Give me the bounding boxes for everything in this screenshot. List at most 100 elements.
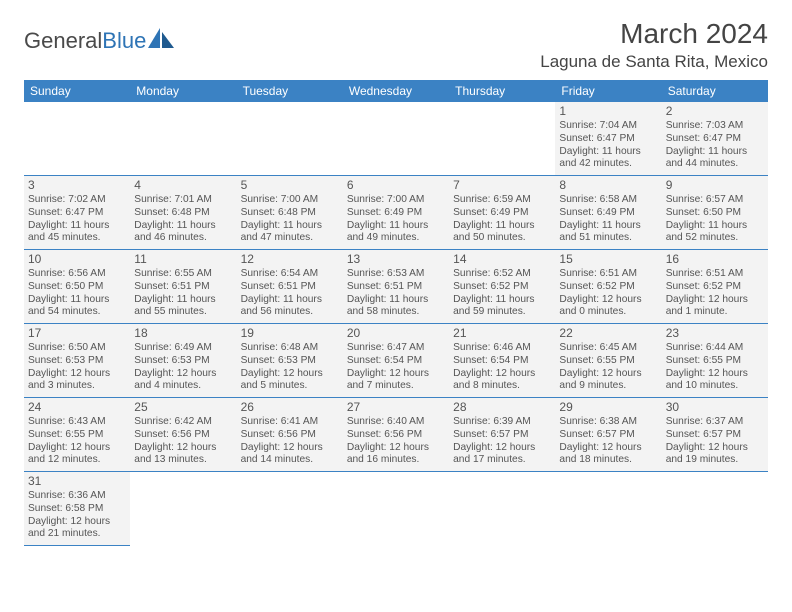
daylight-line: Daylight: 11 hours and 46 minutes. xyxy=(134,220,232,246)
title-block: March 2024 Laguna de Santa Rita, Mexico xyxy=(540,18,768,72)
blank-cell xyxy=(130,472,236,546)
sunrise-line: Sunrise: 6:36 AM xyxy=(28,490,126,503)
daylight-line: Daylight: 12 hours and 19 minutes. xyxy=(666,442,764,468)
day-cell: 9Sunrise: 6:57 AMSunset: 6:50 PMDaylight… xyxy=(662,176,768,250)
day-number: 31 xyxy=(28,474,126,489)
day-number: 18 xyxy=(134,326,232,341)
sunset-line: Sunset: 6:55 PM xyxy=(28,429,126,442)
day-cell: 13Sunrise: 6:53 AMSunset: 6:51 PMDayligh… xyxy=(343,250,449,324)
blank-cell xyxy=(343,472,449,546)
sunset-line: Sunset: 6:51 PM xyxy=(347,281,445,294)
weekday-header: Tuesday xyxy=(237,80,343,102)
blank-cell xyxy=(449,472,555,546)
blank-cell xyxy=(555,472,661,546)
daylight-line: Daylight: 11 hours and 45 minutes. xyxy=(28,220,126,246)
sunset-line: Sunset: 6:51 PM xyxy=(134,281,232,294)
day-cell: 21Sunrise: 6:46 AMSunset: 6:54 PMDayligh… xyxy=(449,324,555,398)
logo-text: GeneralBlue xyxy=(24,28,146,54)
sunrise-line: Sunrise: 7:03 AM xyxy=(666,120,764,133)
weekday-header: Monday xyxy=(130,80,236,102)
day-number: 29 xyxy=(559,400,657,415)
sunrise-line: Sunrise: 6:58 AM xyxy=(559,194,657,207)
day-cell: 17Sunrise: 6:50 AMSunset: 6:53 PMDayligh… xyxy=(24,324,130,398)
daylight-line: Daylight: 12 hours and 9 minutes. xyxy=(559,368,657,394)
day-number: 7 xyxy=(453,178,551,193)
day-number: 16 xyxy=(666,252,764,267)
day-cell: 7Sunrise: 6:59 AMSunset: 6:49 PMDaylight… xyxy=(449,176,555,250)
sunrise-line: Sunrise: 6:52 AM xyxy=(453,268,551,281)
sunset-line: Sunset: 6:57 PM xyxy=(453,429,551,442)
day-cell: 30Sunrise: 6:37 AMSunset: 6:57 PMDayligh… xyxy=(662,398,768,472)
day-number: 5 xyxy=(241,178,339,193)
sunrise-line: Sunrise: 6:54 AM xyxy=(241,268,339,281)
day-number: 12 xyxy=(241,252,339,267)
day-number: 11 xyxy=(134,252,232,267)
daylight-line: Daylight: 12 hours and 12 minutes. xyxy=(28,442,126,468)
logo-sail-icon xyxy=(148,28,174,48)
day-cell: 8Sunrise: 6:58 AMSunset: 6:49 PMDaylight… xyxy=(555,176,661,250)
daylight-line: Daylight: 11 hours and 44 minutes. xyxy=(666,146,764,172)
daylight-line: Daylight: 12 hours and 1 minute. xyxy=(666,294,764,320)
daylight-line: Daylight: 11 hours and 42 minutes. xyxy=(559,146,657,172)
day-cell: 28Sunrise: 6:39 AMSunset: 6:57 PMDayligh… xyxy=(449,398,555,472)
daylight-line: Daylight: 12 hours and 10 minutes. xyxy=(666,368,764,394)
sunrise-line: Sunrise: 7:00 AM xyxy=(347,194,445,207)
empty-cell xyxy=(130,102,236,176)
daylight-line: Daylight: 11 hours and 54 minutes. xyxy=(28,294,126,320)
daylight-line: Daylight: 12 hours and 4 minutes. xyxy=(134,368,232,394)
daylight-line: Daylight: 12 hours and 0 minutes. xyxy=(559,294,657,320)
sunset-line: Sunset: 6:53 PM xyxy=(28,355,126,368)
day-cell: 29Sunrise: 6:38 AMSunset: 6:57 PMDayligh… xyxy=(555,398,661,472)
day-number: 4 xyxy=(134,178,232,193)
sunset-line: Sunset: 6:50 PM xyxy=(666,207,764,220)
sunrise-line: Sunrise: 7:01 AM xyxy=(134,194,232,207)
sunset-line: Sunset: 6:56 PM xyxy=(134,429,232,442)
sunset-line: Sunset: 6:52 PM xyxy=(559,281,657,294)
sunset-line: Sunset: 6:58 PM xyxy=(28,503,126,516)
weekday-header: Wednesday xyxy=(343,80,449,102)
weekday-header: Thursday xyxy=(449,80,555,102)
sunrise-line: Sunrise: 6:59 AM xyxy=(453,194,551,207)
month-title: March 2024 xyxy=(540,18,768,50)
sunrise-line: Sunrise: 6:55 AM xyxy=(134,268,232,281)
weekday-header: Sunday xyxy=(24,80,130,102)
sunset-line: Sunset: 6:47 PM xyxy=(666,133,764,146)
day-cell: 31Sunrise: 6:36 AMSunset: 6:58 PMDayligh… xyxy=(24,472,130,546)
sunrise-line: Sunrise: 6:44 AM xyxy=(666,342,764,355)
day-cell: 5Sunrise: 7:00 AMSunset: 6:48 PMDaylight… xyxy=(237,176,343,250)
sunset-line: Sunset: 6:56 PM xyxy=(241,429,339,442)
sunrise-line: Sunrise: 6:49 AM xyxy=(134,342,232,355)
sunrise-line: Sunrise: 7:00 AM xyxy=(241,194,339,207)
weekday-header: Saturday xyxy=(662,80,768,102)
sunset-line: Sunset: 6:49 PM xyxy=(559,207,657,220)
daylight-line: Daylight: 11 hours and 49 minutes. xyxy=(347,220,445,246)
daylight-line: Daylight: 12 hours and 5 minutes. xyxy=(241,368,339,394)
calendar-grid: SundayMondayTuesdayWednesdayThursdayFrid… xyxy=(24,80,768,546)
day-cell: 20Sunrise: 6:47 AMSunset: 6:54 PMDayligh… xyxy=(343,324,449,398)
sunset-line: Sunset: 6:54 PM xyxy=(453,355,551,368)
sunrise-line: Sunrise: 6:56 AM xyxy=(28,268,126,281)
sunrise-line: Sunrise: 6:51 AM xyxy=(666,268,764,281)
sunrise-line: Sunrise: 6:45 AM xyxy=(559,342,657,355)
day-cell: 22Sunrise: 6:45 AMSunset: 6:55 PMDayligh… xyxy=(555,324,661,398)
empty-cell xyxy=(237,102,343,176)
sunset-line: Sunset: 6:55 PM xyxy=(666,355,764,368)
day-number: 25 xyxy=(134,400,232,415)
sunset-line: Sunset: 6:57 PM xyxy=(559,429,657,442)
daylight-line: Daylight: 12 hours and 3 minutes. xyxy=(28,368,126,394)
day-cell: 6Sunrise: 7:00 AMSunset: 6:49 PMDaylight… xyxy=(343,176,449,250)
day-cell: 2Sunrise: 7:03 AMSunset: 6:47 PMDaylight… xyxy=(662,102,768,176)
sunrise-line: Sunrise: 6:37 AM xyxy=(666,416,764,429)
empty-cell xyxy=(449,102,555,176)
day-number: 13 xyxy=(347,252,445,267)
location: Laguna de Santa Rita, Mexico xyxy=(540,52,768,72)
sunrise-line: Sunrise: 6:50 AM xyxy=(28,342,126,355)
daylight-line: Daylight: 12 hours and 7 minutes. xyxy=(347,368,445,394)
sunset-line: Sunset: 6:47 PM xyxy=(28,207,126,220)
day-cell: 12Sunrise: 6:54 AMSunset: 6:51 PMDayligh… xyxy=(237,250,343,324)
daylight-line: Daylight: 12 hours and 14 minutes. xyxy=(241,442,339,468)
sunrise-line: Sunrise: 6:46 AM xyxy=(453,342,551,355)
day-cell: 15Sunrise: 6:51 AMSunset: 6:52 PMDayligh… xyxy=(555,250,661,324)
day-cell: 1Sunrise: 7:04 AMSunset: 6:47 PMDaylight… xyxy=(555,102,661,176)
day-cell: 25Sunrise: 6:42 AMSunset: 6:56 PMDayligh… xyxy=(130,398,236,472)
